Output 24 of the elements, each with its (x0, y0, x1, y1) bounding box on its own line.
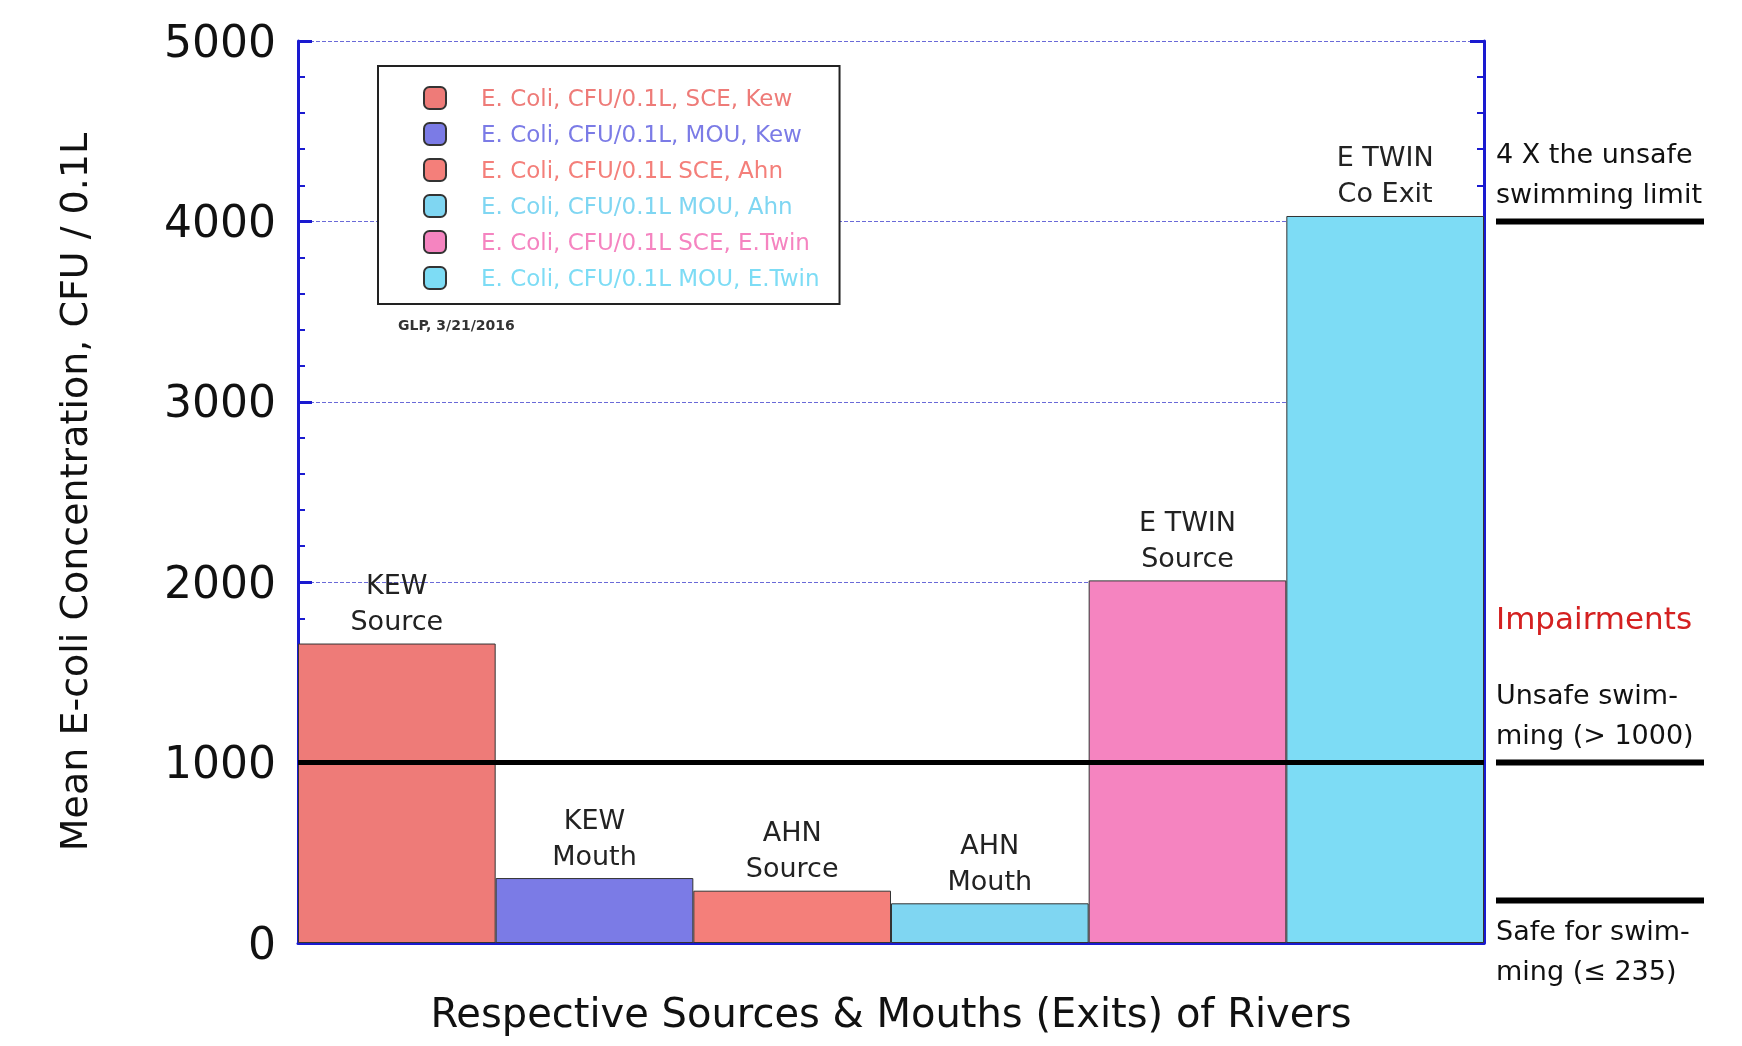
legend-label: E. Coli, CFU/0.1L MOU, E.Twin (481, 265, 820, 291)
y-tick-label: 0 (248, 917, 276, 969)
y-axis-title: Mean E-coli Concentration, CFU / 0.1L (52, 132, 96, 852)
text: Impairments (1496, 600, 1693, 637)
legend-label: E. Coli, CFU/0.1L SCE, E.Twin (481, 229, 810, 255)
y-tick-label: 4000 (164, 195, 276, 247)
x-tick-label: AHN Source (745, 816, 839, 884)
annotation: GLP, 3/21/2016 (398, 317, 515, 333)
y-tick-label: 5000 (164, 15, 276, 67)
legend-label: E. Coli, CFU/0.1L SCE, Ahn (481, 157, 783, 183)
x-axis-title: Respective Sources & Mouths (Exits) of Rivers (430, 990, 1352, 1036)
legend-label: E. Coli, CFU/0.1L MOU, Ahn (481, 193, 793, 219)
ref-line-label: Unsafe swim- ming (> 1000) (1496, 679, 1694, 751)
x-tick-label: AHN Mouth (947, 828, 1033, 896)
x-tick-label: E TWIN Co Exit (1336, 141, 1434, 209)
ref-line-label: Safe for swim- ming (≤ 235) (1496, 915, 1690, 987)
x-tick-label: E TWIN Source (1139, 505, 1236, 573)
y-tick-label: 2000 (164, 556, 276, 608)
y-tick-label: 1000 (164, 737, 276, 789)
legend-label: E. Coli, CFU/0.1L, SCE, Kew (481, 85, 793, 111)
ref-line-label: 4 X the unsafe swimming limit (1496, 137, 1702, 209)
legend-label: E. Coli, CFU/0.1L, MOU, Kew (481, 121, 802, 147)
y-tick-label: 3000 (164, 376, 276, 428)
x-tick-label: KEW Mouth (552, 803, 637, 871)
